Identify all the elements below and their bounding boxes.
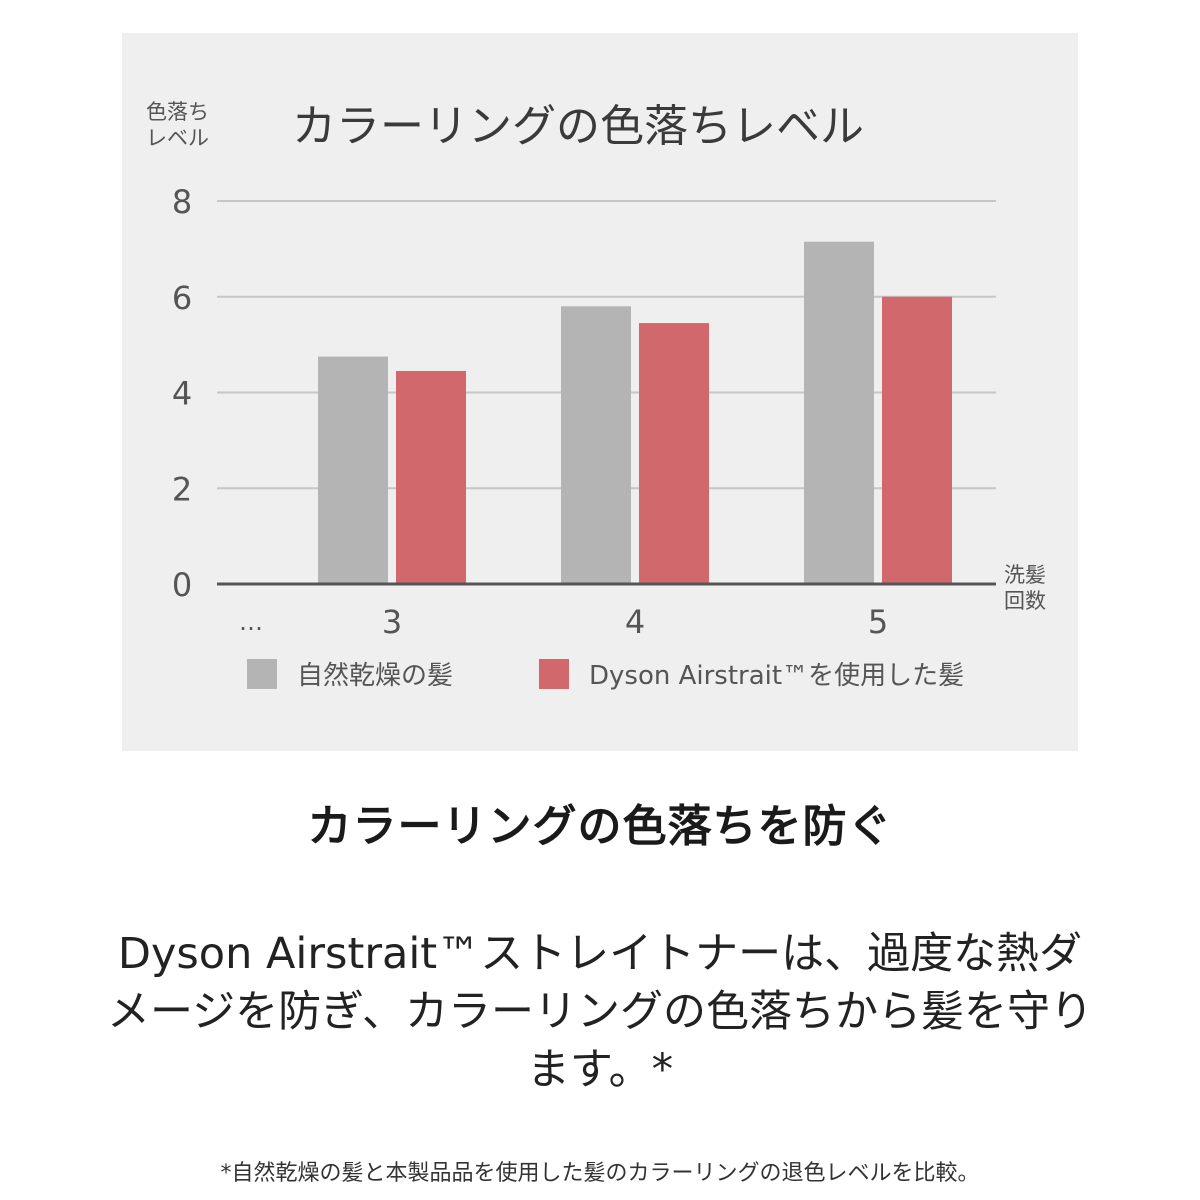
x-category-4: 4 bbox=[625, 603, 645, 641]
bar-airstrait-5 bbox=[882, 296, 952, 584]
bar-natural-dry-3 bbox=[318, 356, 388, 584]
body-line-3: ます。* bbox=[526, 1045, 674, 1095]
bar-airstrait-4 bbox=[639, 323, 709, 584]
legend-label-1: 自然乾燥の髪 bbox=[297, 661, 453, 691]
x-axis-label-line-2: 回数 bbox=[1004, 589, 1046, 613]
y-tick-2: 2 bbox=[172, 470, 192, 508]
y-axis-label-line-2: レベル bbox=[146, 126, 209, 150]
legend-swatch-1 bbox=[247, 659, 277, 689]
bars bbox=[318, 241, 952, 584]
bar-natural-dry-5 bbox=[804, 241, 874, 584]
headline: カラーリングの色落ちを防ぐ bbox=[307, 801, 893, 852]
x-ellipsis: … bbox=[239, 608, 263, 636]
footnote: *自然乾燥の髪と本製品品を使用した髪のカラーリングの退色レベルを比較。 bbox=[220, 1161, 980, 1186]
body-line-1: Dyson Airstrait™ストレイトナーは、過度な熱ダ bbox=[117, 929, 1083, 979]
legend-label-2: Dyson Airstrait™を使用した髪 bbox=[589, 661, 964, 691]
y-axis-label-line-1: 色落ち bbox=[146, 100, 209, 124]
y-tick-4: 4 bbox=[172, 375, 192, 413]
body-line-2: メージを防ぎ、カラーリングの色落ちから髪を守り bbox=[107, 987, 1093, 1037]
x-category-3: 3 bbox=[382, 603, 402, 641]
y-tick-8: 8 bbox=[172, 183, 192, 221]
bar-natural-dry-4 bbox=[561, 306, 631, 584]
x-axis-label-line-1: 洗髪 bbox=[1004, 563, 1046, 587]
legend-swatch-2 bbox=[539, 659, 569, 689]
chart-title: カラーリングの色落ちレベル bbox=[292, 101, 864, 152]
y-tick-0: 0 bbox=[172, 566, 192, 604]
y-tick-labels: 0 2 4 6 8 bbox=[172, 183, 192, 604]
x-category-labels: 3 4 5 bbox=[382, 603, 888, 641]
y-tick-6: 6 bbox=[172, 279, 192, 317]
body-text: Dyson Airstrait™ストレイトナーは、過度な熱ダ メージを防ぎ、カラ… bbox=[40, 925, 1160, 1099]
bar-airstrait-3 bbox=[396, 370, 466, 584]
x-category-5: 5 bbox=[868, 603, 888, 641]
legend: 自然乾燥の髪 Dyson Airstrait™を使用した髪 bbox=[247, 659, 964, 691]
